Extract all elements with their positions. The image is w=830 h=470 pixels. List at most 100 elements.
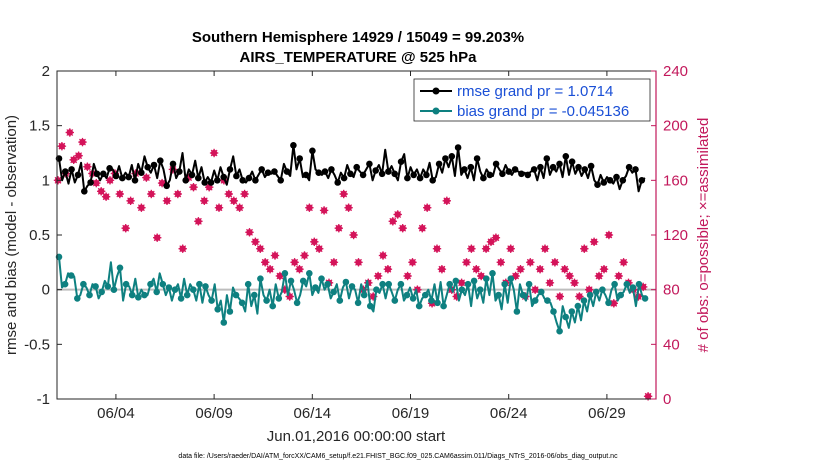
obs-count-marker [437,265,447,274]
bias-point [562,313,569,321]
rmse-point [594,181,601,188]
obs-count-marker [214,203,224,212]
obs-count-marker [491,233,501,242]
rmse-point [353,163,361,171]
obs-count-marker [560,265,569,274]
rmse-point [492,160,500,168]
bias-point [312,284,319,291]
left-tick-label: -0.5 [24,336,50,353]
x-tick-label: 06/19 [392,405,430,422]
obs-count-marker [339,189,348,199]
bias-point [507,275,515,283]
bias-point [531,297,539,304]
rmse-point [568,158,576,165]
rmse-point [378,170,386,178]
rmse-series-layer [55,142,646,195]
bias-point [544,297,551,304]
rmse-point [150,161,158,169]
bias-point [318,275,325,283]
rmse-point [233,172,240,180]
bias-point [641,295,649,302]
x-tick-label: 06/29 [588,405,626,422]
obs-count-marker [290,258,299,267]
data-file-footer: data file: /Users/raeder/DAI/ATM_forcXX/… [178,453,618,460]
rmse-point [442,155,449,162]
bias-point [476,286,484,294]
rmse-point [201,179,208,186]
obs-count-marker [334,224,343,233]
bias-point [556,327,563,335]
rmse-point [81,188,88,195]
obs-count-marker [580,244,589,253]
obs-count-marker [270,251,280,260]
bias-point [183,291,191,299]
rmse-point [277,177,285,184]
obs-count-marker [540,244,550,253]
rmse-point [391,170,399,178]
rmse-point [537,163,544,171]
rmse-point [100,170,107,178]
rmse-point [385,168,392,175]
obs-count-marker [550,258,560,267]
bias-point [293,299,301,307]
rmse-point [467,163,475,171]
obs-count-marker [305,203,314,212]
legend-rmse-marker [432,87,440,95]
obs-count-marker [310,237,319,246]
obs-count-marker [329,258,339,267]
bias-point [592,288,600,296]
obs-count-marker [614,271,623,281]
rmse-point [448,153,456,160]
rmse-point [106,165,113,172]
obs-count-marker [432,244,442,253]
right-tick-label: 40 [663,336,680,353]
obs-count-marker [472,265,481,274]
obs-count-marker [229,196,238,205]
bias-point [348,283,356,290]
obs-count-marker [467,244,476,253]
bias-point [257,275,264,283]
bias-point [128,291,136,299]
bias-point [611,280,618,288]
bias-point [251,291,258,299]
rmse-point [600,179,608,186]
rmse-point [220,173,227,181]
left-tick-label: 0 [42,282,50,299]
obs-count-marker [585,285,594,294]
obs-count-marker [245,228,254,237]
rmse-point [435,160,443,168]
rmse-point [309,147,316,155]
rmse-point [638,177,646,184]
bias-point [513,308,521,315]
obs-count-marker [137,203,146,212]
obs-count-marker [209,148,219,158]
rmse-point [347,170,354,178]
rmse-point [429,177,437,184]
left-tick-label: -1 [37,391,50,408]
bias-point [92,283,99,290]
obs-count-marker [423,203,432,212]
bias-point [190,286,197,294]
rmse-point [328,166,335,173]
bias-point [220,319,228,326]
bias-point [501,280,509,288]
bias-point [440,302,447,310]
x-tick-label: 06/04 [97,405,135,422]
rmse-point [530,166,538,173]
rmse-point [499,170,506,178]
rmse-point [125,173,132,181]
obs-count-marker [619,258,628,267]
bias-point [287,277,295,285]
bias-point [208,297,215,304]
right-tick-label: 160 [663,172,688,189]
x-tick-label: 06/14 [294,405,332,422]
rmse-point [556,160,563,168]
bias-point [263,297,270,304]
rmse-point [182,177,189,184]
obs-count-layer [53,128,653,401]
right-tick-label: 120 [663,227,688,244]
bias-point [403,291,411,299]
bias-point [409,295,417,302]
rmse-point [169,160,177,168]
